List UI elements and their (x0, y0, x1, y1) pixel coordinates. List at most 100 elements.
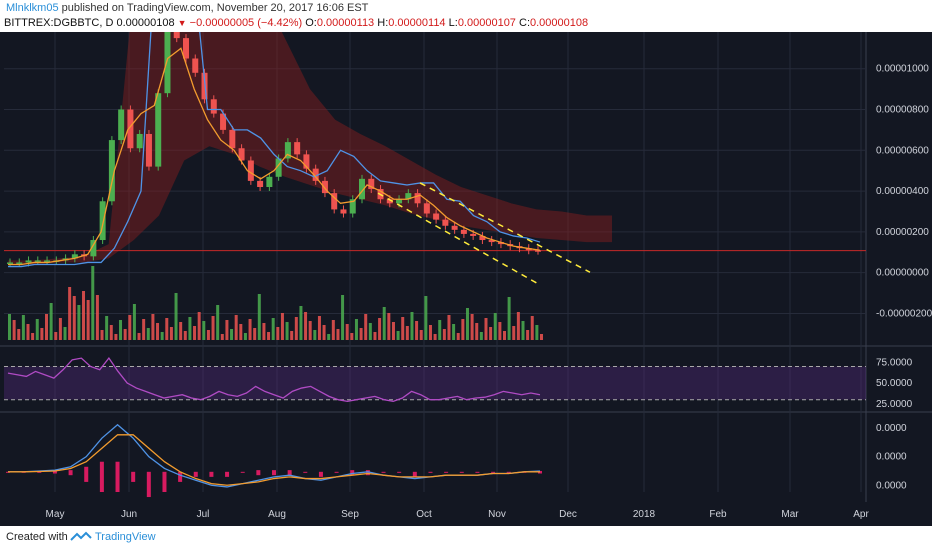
volume-bar (290, 331, 294, 340)
volume-bar (428, 325, 432, 340)
candle (155, 93, 162, 167)
volume-bar (17, 329, 21, 340)
volume-bar (197, 312, 201, 340)
macd-histogram-bar (506, 471, 511, 473)
volume-bar (502, 331, 506, 340)
candle (247, 160, 254, 181)
macd-tick-label: 0.0000 (876, 423, 907, 434)
y-tick-label: 0.00000000 (876, 268, 929, 279)
symbol-label[interactable]: BITTREX:DGBBTC, D (4, 17, 114, 29)
volume-bar (174, 293, 178, 340)
volume-bar (345, 324, 349, 340)
candle (266, 176, 273, 187)
candle (229, 129, 236, 149)
author-link[interactable]: Mlnklkm05 (6, 2, 59, 14)
publish-line: Mlnklkm05 published on TradingView.com, … (6, 2, 368, 14)
candle (127, 109, 134, 149)
macd-histogram-bar (256, 470, 261, 476)
candle (488, 240, 495, 243)
volume-bar (276, 327, 280, 340)
volume-bar (294, 317, 298, 340)
candle (303, 154, 310, 169)
chart-area[interactable]: May Jun Jul Aug Sep Oct Nov Dec 2018 Feb Mar Apr 0.0… (0, 32, 932, 526)
volume-bar (313, 330, 317, 340)
macd-histogram-bar (491, 471, 496, 473)
rsi-tick-label: 50.0000 (876, 378, 913, 389)
candle (359, 178, 365, 200)
macd-histogram-bar (475, 471, 480, 473)
x-tick-label: Jul (197, 509, 210, 520)
macd-histogram-bar (444, 471, 449, 473)
y-tick-label: 0.00001000 (876, 64, 929, 75)
x-tick-label: Mar (781, 509, 799, 520)
rsi-line (7, 357, 541, 403)
macd-histogram-bar (99, 461, 104, 492)
macd-histogram-bar (68, 470, 73, 476)
macd-histogram-bar (334, 471, 339, 473)
volume-bar (253, 328, 257, 340)
candle (136, 133, 143, 149)
volume-bar (109, 325, 113, 340)
volume-bar (8, 314, 11, 340)
macd-histogram-bar (459, 471, 464, 473)
chart-svg[interactable]: May Jun Jul Aug Sep Oct Nov Dec 2018 Feb Mar Apr 0.0… (0, 32, 932, 526)
candle (433, 213, 440, 220)
x-tick-label: Sep (341, 509, 359, 520)
low-label: L: (448, 17, 458, 29)
open-value: 0.00000113 (316, 17, 375, 29)
volume-bar (239, 324, 243, 340)
candle (44, 260, 51, 262)
y-tick-label: -0.00000200 (876, 308, 932, 319)
open-label: O: (305, 17, 317, 29)
volume-bar (142, 319, 146, 340)
macd-histogram-bar (178, 471, 183, 482)
volume-bar (280, 313, 284, 340)
candle (497, 242, 504, 245)
volume-bar (49, 303, 53, 340)
y-tick-label: 0.00000600 (876, 145, 929, 156)
high-value: 0.00000114 (388, 17, 446, 29)
volume-bar (475, 323, 479, 340)
x-tick-label: Aug (268, 509, 286, 520)
volume-bar (137, 333, 141, 340)
volume-bar (123, 329, 127, 340)
volume-bar (368, 323, 372, 340)
volume-bar (68, 287, 72, 340)
volume-bar (58, 318, 62, 340)
volume-bar (442, 329, 446, 340)
candle (460, 229, 467, 234)
volume-bar (433, 334, 437, 340)
volume-bar (456, 333, 460, 340)
candle (71, 254, 78, 259)
candle (220, 113, 227, 130)
volume-bar (415, 321, 419, 340)
volume-bar (391, 322, 395, 340)
footer: Created with TradingView (0, 526, 932, 550)
tradingview-brand[interactable]: TradingView (95, 531, 156, 543)
volume-bar (77, 305, 81, 340)
x-tick-label: Nov (488, 509, 506, 520)
volume-bar (308, 321, 312, 340)
volume-bar (26, 324, 30, 340)
volume-bar (202, 321, 206, 340)
volume-bar (521, 321, 525, 340)
volume-bar (354, 319, 358, 340)
candle (470, 233, 477, 236)
volume-bar (234, 315, 238, 340)
volume-bar (225, 320, 229, 340)
volume-bar (156, 323, 160, 340)
candle (34, 260, 41, 262)
candle (340, 209, 347, 214)
price-change: −0.00000005 (−4.42%) (189, 17, 303, 29)
volume-bar (530, 316, 534, 340)
volume-bar (45, 314, 49, 340)
volume-bar (378, 318, 382, 340)
volume-bar (151, 314, 155, 340)
volume-bar (114, 334, 118, 340)
candle (368, 178, 375, 190)
y-tick-label: 0.00000800 (876, 105, 929, 116)
volume-bar (304, 312, 308, 340)
macd-histogram-bar (287, 470, 292, 476)
y-tick-label: 0.00000400 (876, 186, 929, 197)
candle (405, 193, 412, 200)
